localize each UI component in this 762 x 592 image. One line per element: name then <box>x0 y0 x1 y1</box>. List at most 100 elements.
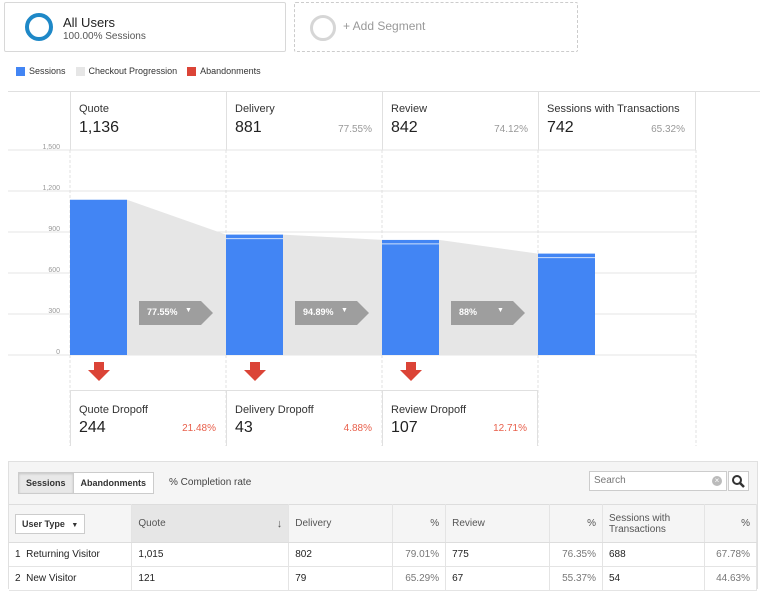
cell-review: 67 <box>445 566 551 591</box>
y-tick-label: 300 <box>48 308 60 315</box>
cell-delivery: 79 <box>288 566 394 591</box>
column-header-review-pct[interactable]: % <box>549 504 603 543</box>
chevron-shape <box>295 301 369 325</box>
step-name: Review <box>391 103 428 115</box>
legend: Sessions Checkout Progression Abandonmen… <box>16 66 261 76</box>
segment-subtitle: 100.00% Sessions <box>63 31 146 42</box>
cell-quote: 1,015 <box>131 542 290 567</box>
progression-rate: 77.55% <box>147 307 178 317</box>
tab-abandonments[interactable]: Abandonments <box>73 472 155 494</box>
y-tick-label: 1,200 <box>42 185 60 192</box>
column-header-delivery[interactable]: Delivery <box>288 504 394 543</box>
dropoff-percent: 4.88% <box>343 423 372 434</box>
row-index: 1 <box>15 549 21 560</box>
user-type-label: User Type <box>22 518 65 529</box>
row-user-type[interactable]: New Visitor <box>26 573 77 584</box>
tab-sessions[interactable]: Sessions <box>18 472 74 494</box>
segment-title: All Users <box>63 15 116 30</box>
row-dimension: 1 Returning Visitor <box>9 542 133 567</box>
cell-delivery: 802 <box>288 542 394 567</box>
search-icon <box>732 475 745 488</box>
column-header-review[interactable]: Review <box>445 504 551 543</box>
column-header-transactions[interactable]: Sessions with Transactions <box>602 504 705 543</box>
column-label: Quote <box>138 517 166 529</box>
bar-quote <box>70 199 127 355</box>
funnel-table: User Type ▼ Quote ↓ Delivery % Review % S… <box>9 504 758 591</box>
legend-item-checkout-progression: Checkout Progression <box>75 66 178 76</box>
cell-transactions: 54 <box>602 566 705 591</box>
cell-review-pct: 55.37% <box>549 566 603 591</box>
dimension-header: User Type ▼ <box>9 504 133 543</box>
bar-delivery <box>226 234 283 355</box>
chevron-shape <box>451 301 525 325</box>
step-value: 842 <box>391 119 418 136</box>
cell-transactions-pct: 67.78% <box>704 542 758 567</box>
user-type-dropdown[interactable]: User Type ▼ <box>15 513 86 534</box>
column-header-delivery-pct[interactable]: % <box>392 504 447 543</box>
y-tick-label: 1,500 <box>42 144 60 151</box>
bar-review <box>382 239 439 355</box>
legend-swatch <box>75 66 85 76</box>
legend-swatch <box>16 66 25 76</box>
metric-tabs: Sessions Abandonments <box>18 472 155 494</box>
dropoff-quote[interactable]: Quote Dropoff 244 21.48% <box>70 390 226 446</box>
cell-transactions-pct: 44.63% <box>704 566 758 591</box>
dropoff-name: Delivery Dropoff <box>235 404 314 416</box>
completion-rate-toggle[interactable]: % Completion rate <box>169 477 252 488</box>
dropoff-name: Review Dropoff <box>391 404 466 416</box>
dropoff-name: Quote Dropoff <box>79 404 148 416</box>
segment-placeholder-icon <box>310 15 336 41</box>
column-header-transactions-pct[interactable]: % <box>704 504 758 543</box>
add-segment-button[interactable]: + Add Segment <box>294 2 578 52</box>
segment-all-users[interactable]: All Users 100.00% Sessions <box>4 2 286 52</box>
step-value: 1,136 <box>79 119 120 136</box>
progression-rate: 88% <box>459 307 478 317</box>
legend-label: Checkout Progression <box>88 66 178 76</box>
step-value: 742 <box>547 119 574 136</box>
dropoff-value: 244 <box>79 419 106 436</box>
row-user-type[interactable]: Returning Visitor <box>26 549 100 560</box>
row-dimension: 2 New Visitor <box>9 566 133 591</box>
step-header-quote[interactable]: Quote 1,136 <box>70 92 226 150</box>
table-row: 2 New Visitor 121 79 65.29% 67 55.37% 54… <box>9 566 758 591</box>
cell-delivery-pct: 79.01% <box>392 542 447 567</box>
step-percent: 77.55% <box>338 124 372 135</box>
dropoff-review[interactable]: Review Dropoff 107 12.71% <box>382 390 538 446</box>
progression-rate-chevron[interactable]: 88% ▼ <box>451 301 525 325</box>
bar-sessions-with-transactions <box>538 253 595 355</box>
sort-down-icon: ↓ <box>276 517 283 530</box>
step-header-transactions[interactable]: Sessions with Transactions 742 65.32% <box>538 92 696 150</box>
step-name: Quote <box>79 103 109 115</box>
step-header-delivery[interactable]: Delivery 881 77.55% <box>226 92 382 150</box>
cell-review-pct: 76.35% <box>549 542 603 567</box>
caret-down-icon: ▼ <box>341 307 348 314</box>
progression-area <box>283 234 382 355</box>
progression-rate-chevron[interactable]: 77.55% ▼ <box>139 301 213 325</box>
dropoff-value: 107 <box>391 419 418 436</box>
row-index: 2 <box>15 573 21 584</box>
dropoff-arrow-icon <box>244 362 266 381</box>
cell-delivery-pct: 65.29% <box>392 566 447 591</box>
step-percent: 74.12% <box>494 124 528 135</box>
y-tick-label: 0 <box>56 349 60 356</box>
progression-rate-chevron[interactable]: 94.89% ▼ <box>295 301 369 325</box>
progression-area <box>127 199 226 355</box>
column-header-quote[interactable]: Quote ↓ <box>131 504 290 543</box>
cell-quote: 121 <box>131 566 290 591</box>
dropoff-percent: 21.48% <box>182 423 216 434</box>
search-input[interactable]: Search × <box>589 471 727 491</box>
progression-rate: 94.89% <box>303 307 334 317</box>
clear-icon[interactable]: × <box>712 476 722 486</box>
add-segment-label: + Add Segment <box>343 19 426 33</box>
cell-review: 775 <box>445 542 551 567</box>
funnel-top-border <box>8 91 760 92</box>
caret-down-icon: ▼ <box>497 307 504 314</box>
chevron-shape <box>139 301 213 325</box>
dropoff-arrow-icon <box>400 362 422 381</box>
chevron-down-icon: ▼ <box>71 521 79 529</box>
search-button[interactable] <box>728 471 749 491</box>
dropoff-arrow-icon <box>88 362 110 381</box>
step-header-review[interactable]: Review 842 74.12% <box>382 92 538 150</box>
dropoff-delivery[interactable]: Delivery Dropoff 43 4.88% <box>226 390 382 446</box>
y-tick-label: 900 <box>48 226 60 233</box>
